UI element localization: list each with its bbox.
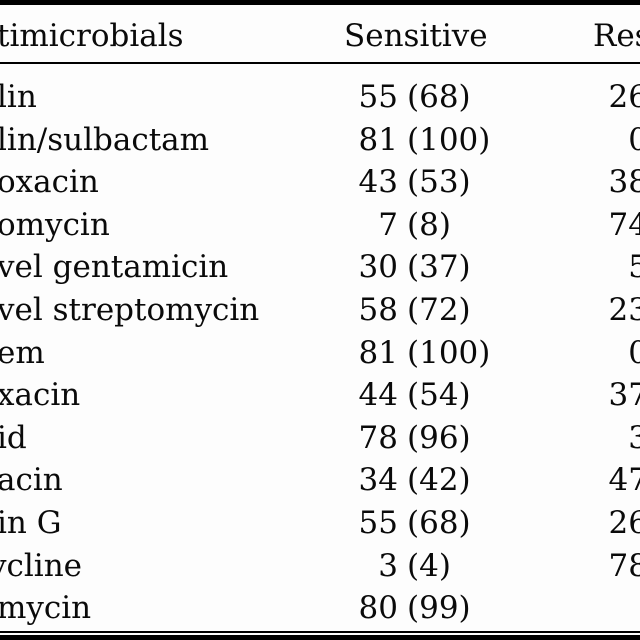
- sensitive-count: 80: [358, 590, 398, 627]
- sensitive-cell: 81 (100): [348, 119, 491, 162]
- resistant-count: 23: [608, 291, 640, 328]
- sensitive-percent: (42): [407, 462, 471, 499]
- table-body: lin 55 (68) 26 lin/sulbactam 81 (100) 0 ox…: [0, 76, 640, 630]
- sensitive-percent: (72): [407, 291, 471, 328]
- sensitive-cell: 58 (72): [348, 289, 471, 332]
- table-bottom-thick-rule: [0, 635, 640, 640]
- sensitive-percent: (96): [407, 419, 471, 456]
- antimicrobial-name: ycline: [0, 547, 83, 584]
- antimicrobial-name: oxacin: [0, 164, 99, 201]
- resistant-count: 5: [628, 249, 640, 286]
- column-header-sensitive: Sensitive: [344, 18, 488, 54]
- resistant-count: 37: [608, 377, 640, 414]
- sensitive-cell: 55 (68): [348, 76, 471, 119]
- sensitive-cell: 78 (96): [348, 417, 471, 460]
- sensitive-cell: 3 (4): [348, 545, 451, 588]
- sensitive-cell: 80 (99): [348, 587, 471, 630]
- sensitive-count: 78: [358, 419, 398, 456]
- resistant-count: 26: [608, 79, 640, 115]
- table-row: lin/sulbactam 81 (100) 0: [0, 119, 640, 162]
- table-top-rule: [0, 0, 640, 5]
- resistant-count: 0: [628, 334, 640, 371]
- resistant-count: 26: [608, 504, 640, 541]
- sensitive-count: 30: [358, 249, 398, 286]
- sensitive-cell: 55 (68): [348, 502, 471, 545]
- sensitive-count: 7: [378, 206, 398, 243]
- sensitive-count: 81: [358, 334, 398, 371]
- antimicrobial-name: lin/sulbactam: [0, 121, 210, 158]
- table-row: acin 34 (42) 47: [0, 459, 640, 502]
- sensitive-percent: (8): [407, 206, 451, 243]
- resistant-count: 38: [608, 164, 640, 201]
- antimicrobial-name: id: [0, 419, 27, 456]
- table-row: in G 55 (68) 26: [0, 502, 640, 545]
- table-bottom-thin-rule: [0, 631, 640, 633]
- antimicrobial-name: acin: [0, 462, 63, 499]
- table-row: em 81 (100) 0: [0, 332, 640, 375]
- sensitive-cell: 34 (42): [348, 459, 471, 502]
- antimicrobial-name: omycin: [0, 206, 110, 243]
- antimicrobial-name: lin: [0, 79, 37, 115]
- sensitive-count: 44: [358, 377, 398, 414]
- sensitive-cell: 7 (8): [348, 204, 451, 247]
- resistant-count: 0: [628, 121, 640, 158]
- sensitive-percent: (100): [407, 121, 491, 158]
- table-row: xacin 44 (54) 37: [0, 374, 640, 417]
- sensitive-percent: (68): [407, 79, 471, 115]
- resistant-count: 78: [608, 547, 640, 584]
- sensitive-cell: 30 (37): [348, 246, 471, 289]
- sensitive-percent: (54): [407, 377, 471, 414]
- sensitive-count: 58: [358, 291, 398, 328]
- sensitive-count: 43: [358, 164, 398, 201]
- table-row: vel streptomycin 58 (72) 23: [0, 289, 640, 332]
- antimicrobial-name: vel streptomycin: [0, 291, 260, 328]
- table-row: id 78 (96) 3: [0, 417, 640, 460]
- table-row: lin 55 (68) 26: [0, 76, 640, 119]
- resistant-count: 74: [608, 206, 640, 243]
- sensitive-count: 34: [358, 462, 398, 499]
- table-row: mycin 80 (99): [0, 587, 640, 630]
- sensitive-percent: (100): [407, 334, 491, 371]
- sensitive-percent: (4): [407, 547, 451, 584]
- resistant-count: 3: [628, 419, 640, 456]
- header-separator-rule: [0, 62, 640, 64]
- antimicrobial-name: mycin: [0, 590, 92, 627]
- sensitive-percent: (37): [407, 249, 471, 286]
- table-row: oxacin 43 (53) 38: [0, 161, 640, 204]
- sensitive-count: 81: [358, 121, 398, 158]
- table-row: ycline 3(4) 78: [0, 545, 640, 588]
- antimicrobial-name: em: [0, 334, 45, 371]
- sensitive-percent: (68): [407, 504, 471, 541]
- column-header-antimicrobials: timicrobials: [0, 18, 184, 54]
- sensitive-cell: 81 (100): [348, 332, 491, 375]
- table-row: vel gentamicin 30 (37) 5: [0, 246, 640, 289]
- antimicrobial-name: in G: [0, 504, 62, 541]
- sensitive-percent: (99): [407, 590, 471, 627]
- sensitive-percent: (53): [407, 164, 471, 201]
- resistant-count: 47: [608, 462, 640, 499]
- column-header-resistant: Res: [593, 18, 640, 54]
- sensitive-count: 55: [358, 504, 398, 541]
- sensitive-cell: 43 (53): [348, 161, 471, 204]
- table-header-row: timicrobials Sensitive Res: [0, 14, 640, 58]
- antimicrobial-name: xacin: [0, 377, 81, 414]
- antimicrobial-name: vel gentamicin: [0, 249, 229, 286]
- sensitive-count: 55: [358, 79, 398, 115]
- sensitive-cell: 44 (54): [348, 374, 471, 417]
- sensitive-count: 3: [378, 547, 398, 584]
- table-row: omycin 7 (8) 74: [0, 204, 640, 247]
